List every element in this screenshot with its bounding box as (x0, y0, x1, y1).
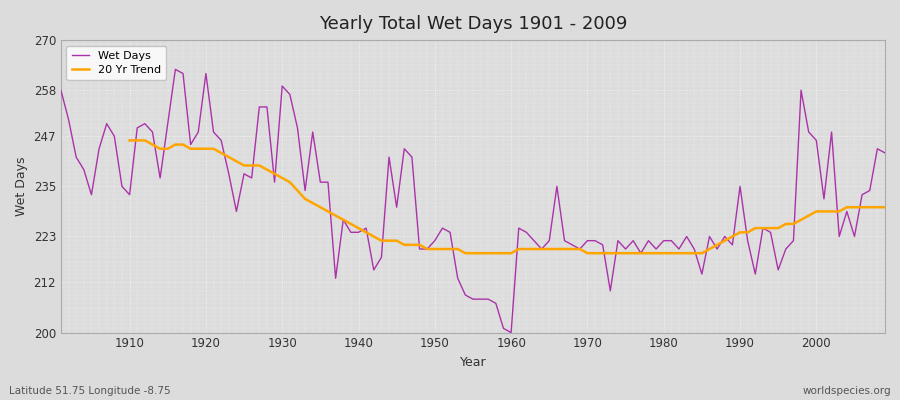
Line: 20 Yr Trend: 20 Yr Trend (130, 140, 885, 253)
Wet Days (513, 226, 524, 230)
20 Yr Trend (826, 209, 837, 214)
Wet Days (506, 330, 517, 335)
Wet Days (170, 67, 181, 72)
Wet Days (613, 238, 624, 243)
20 Yr Trend (269, 172, 280, 176)
Text: Latitude 51.75 Longitude -8.75: Latitude 51.75 Longitude -8.75 (9, 386, 171, 396)
Y-axis label: Wet Days: Wet Days (15, 156, 28, 216)
20 Yr Trend (879, 205, 890, 210)
20 Yr Trend (124, 138, 135, 143)
Wet Days (879, 150, 890, 155)
Text: worldspecies.org: worldspecies.org (803, 386, 891, 396)
20 Yr Trend (582, 251, 593, 256)
Legend: Wet Days, 20 Yr Trend: Wet Days, 20 Yr Trend (67, 46, 166, 80)
20 Yr Trend (521, 247, 532, 252)
Wet Days (292, 126, 303, 130)
Line: Wet Days: Wet Days (61, 69, 885, 332)
X-axis label: Year: Year (460, 356, 486, 369)
Wet Days (521, 230, 532, 235)
Wet Days (56, 88, 67, 93)
20 Yr Trend (300, 196, 310, 201)
Title: Yearly Total Wet Days 1901 - 2009: Yearly Total Wet Days 1901 - 2009 (319, 15, 627, 33)
Wet Days (338, 217, 348, 222)
20 Yr Trend (460, 251, 471, 256)
Wet Days (117, 184, 128, 189)
20 Yr Trend (849, 205, 859, 210)
